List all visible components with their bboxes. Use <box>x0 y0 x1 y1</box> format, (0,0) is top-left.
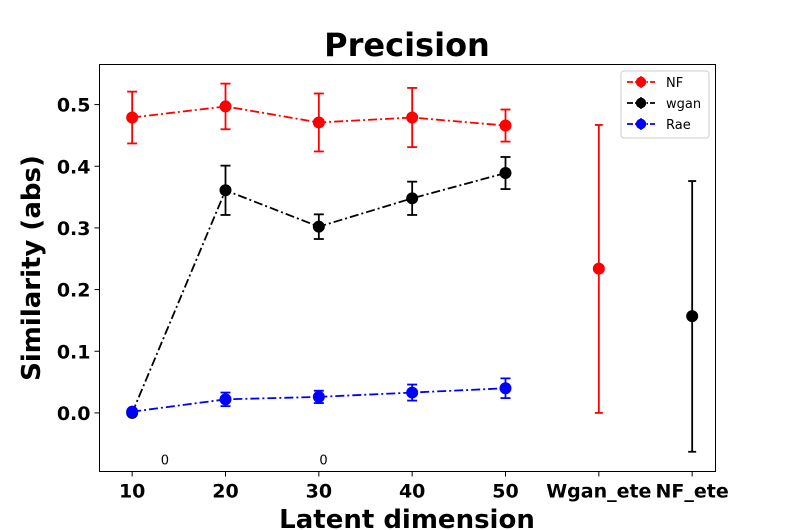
y-tick-label: 0.0 <box>57 403 91 425</box>
data-point <box>312 220 325 233</box>
data-point <box>592 262 605 275</box>
y-tick-label: 0.2 <box>57 280 91 302</box>
x-tick-label: NF_ete <box>656 481 729 503</box>
x-tick-label: 50 <box>492 481 518 503</box>
standalone-point <box>592 124 605 414</box>
y-axis-label: Similarity (abs) <box>17 155 47 381</box>
data-point <box>219 184 232 197</box>
legend-entry-wgan: wgan <box>627 97 701 112</box>
y-tick-label: 0.1 <box>57 341 91 363</box>
data-point <box>312 390 325 403</box>
x-tick-label: 20 <box>212 481 238 503</box>
data-point <box>499 167 512 180</box>
series-wgan <box>126 156 512 419</box>
legend-entry-nf: NF <box>627 76 683 91</box>
standalone-point <box>686 180 699 453</box>
series-nf <box>126 82 512 153</box>
data-point <box>499 119 512 132</box>
legend-marker <box>635 97 647 109</box>
data-point <box>312 116 325 129</box>
legend-label: NF <box>666 76 683 91</box>
data-point <box>406 111 419 124</box>
data-point <box>126 405 139 418</box>
x-tick-label: 30 <box>306 481 332 503</box>
chart-title: Precision <box>324 26 490 64</box>
series-layer <box>126 82 699 453</box>
legend-marker <box>635 118 647 130</box>
series-rae <box>126 377 512 418</box>
data-point <box>406 386 419 399</box>
legend-label: wgan <box>666 97 701 112</box>
legend-marker <box>635 76 647 88</box>
data-point <box>219 100 232 113</box>
legend: NF wgan Rae <box>620 70 710 139</box>
annotation-label: 0 <box>319 454 327 469</box>
x-tick-label: Wgan_ete <box>546 481 651 503</box>
y-tick-label: 0.3 <box>57 218 91 240</box>
x-tick-label: 10 <box>119 481 145 503</box>
y-tick-label: 0.4 <box>57 156 91 178</box>
x-axis: 10 20 30 40 50 Wgan_ete NF_ete <box>119 471 729 503</box>
legend-entry-rae: Rae <box>627 118 691 133</box>
legend-label: Rae <box>666 118 691 133</box>
x-tick-label: 40 <box>399 481 425 503</box>
data-point <box>219 393 232 406</box>
data-point <box>126 111 139 124</box>
x-axis-label: Latent dimension <box>279 505 535 530</box>
series-line <box>131 172 506 414</box>
y-axis: 0.0 0.1 0.2 0.3 0.4 0.5 <box>57 95 100 425</box>
y-tick-label: 0.5 <box>57 95 91 117</box>
plot-area-frame <box>99 64 716 472</box>
data-point <box>686 310 699 323</box>
data-point <box>406 192 419 205</box>
data-point <box>499 382 512 395</box>
annotation-label: 0 <box>161 454 169 469</box>
